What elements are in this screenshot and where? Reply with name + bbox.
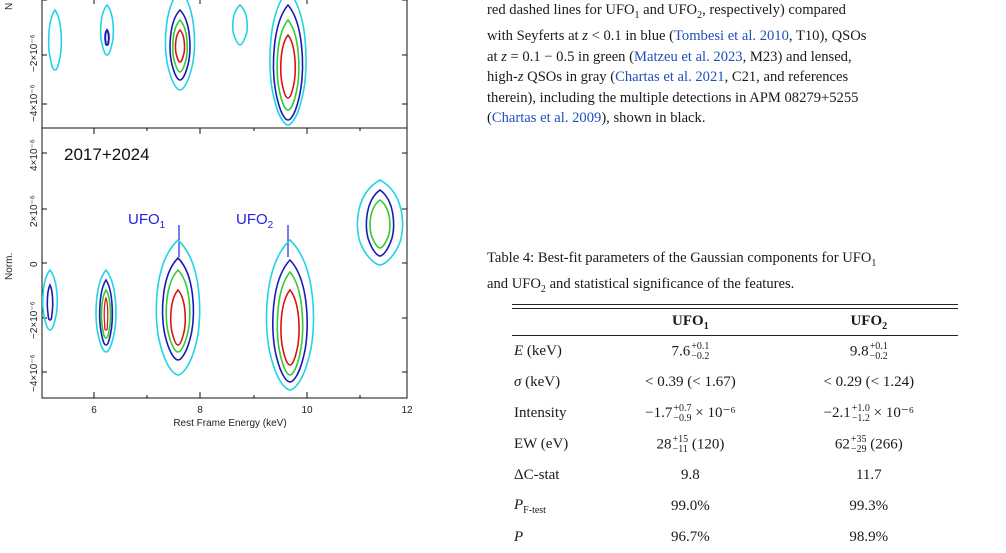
table-row: ΔC-stat 9.8 11.7 <box>512 460 958 491</box>
bottom-y-tick-5: −4×10⁻⁶ <box>29 354 40 392</box>
contour-line <box>169 8 191 81</box>
bottom-y-tick-4: −2×10⁻⁶ <box>29 301 40 339</box>
contour-line <box>98 278 114 346</box>
x-ticks <box>93 0 361 398</box>
table-row: σ (keV) < 0.39 (< 1.67) < 0.29 (< 1.24) <box>512 367 958 398</box>
contour-line <box>280 288 300 366</box>
row-label: P <box>514 529 524 545</box>
contour-figure: N −2×10⁻⁶ −4×10⁻⁶ 4×10⁻⁶ 2×10⁻⁶ 0 −2×10⁻… <box>4 0 413 429</box>
contour-line <box>272 3 304 121</box>
ufo1-label: UFO1 <box>128 211 166 231</box>
row-label: E (keV) <box>514 343 562 359</box>
contour-line <box>170 288 186 346</box>
bottom-panel-frame <box>41 127 408 399</box>
cell: 99.3% <box>849 498 889 514</box>
top-y-label: N <box>4 3 15 10</box>
contour-line <box>265 238 315 391</box>
contour-line <box>276 270 304 376</box>
row-label: σ (keV) <box>514 374 561 390</box>
contour-line <box>95 268 117 353</box>
contour-line <box>276 18 300 111</box>
table-top-rule <box>512 304 958 309</box>
ufo2-label: UFO2 <box>236 211 274 231</box>
paragraph: red dashed lines for UFO1 and UFO2, resp… <box>487 2 867 127</box>
table-header-row: UFO1 UFO2 <box>512 309 958 336</box>
cell: 7.6 +0.1 −0.2 <box>671 340 710 362</box>
x-axis-label: Rest Frame Energy (keV) <box>173 418 286 429</box>
contour-line <box>365 189 395 257</box>
x-tick-8: 8 <box>197 405 203 416</box>
contour-line <box>232 3 248 46</box>
table-row: PF-test 99.0% 99.3% <box>512 491 958 522</box>
cell: 9.8 +0.1 −0.2 <box>849 340 888 362</box>
top-y-tick-1: −2×10⁻⁶ <box>29 34 40 72</box>
cell: 96.7% <box>671 529 710 545</box>
citation-link-matzeu[interactable]: Matzeu et al. 2023 <box>633 48 743 65</box>
contour-line <box>369 199 391 249</box>
contour-group <box>42 0 404 391</box>
table-row: E (keV) 7.6 +0.1 −0.2 9.8 +0.1 −0.2 <box>512 336 958 368</box>
cell: 98.9% <box>849 529 889 545</box>
row-label: EW (eV) <box>514 436 569 452</box>
contour-line <box>104 28 110 47</box>
row-label: ΔC-stat <box>514 467 560 483</box>
contour-line <box>100 288 112 339</box>
table-row: Intensity −1.7 +0.7 −0.9 × 10⁻⁶ −2.1 +1.0 −1… <box>512 398 958 429</box>
cell: 62 +35 −29 (266) <box>834 433 903 455</box>
contour-line <box>269 0 307 126</box>
bottom-y-tick-2: 2×10⁻⁶ <box>29 195 40 227</box>
body-text: red dashed lines for UFO1 and UFO2, resp… <box>487 0 987 129</box>
cell: < 0.39 (< 1.67) <box>645 374 736 390</box>
bottom-y-label: Norm. <box>4 253 15 280</box>
results-table: UFO1 UFO2 E (keV) 7.6 +0.1 −0.2 9.8 +0.1 −0.… <box>512 304 958 553</box>
cell: −2.1 +1.0 −1.2 × 10⁻⁶ <box>823 402 915 424</box>
bottom-y-tick-3: 0 <box>29 261 40 267</box>
contour-line <box>165 268 191 353</box>
contour-line <box>99 3 115 56</box>
citation-link-chartas-2021[interactable]: Chartas et al. 2021 <box>615 69 725 86</box>
cell: 99.0% <box>671 498 710 514</box>
bottom-y-ticks <box>42 152 407 373</box>
contour-line <box>174 28 186 63</box>
header-ufo1: UFO1 <box>601 309 780 336</box>
header-ufo2: UFO2 <box>779 309 958 336</box>
contour-line <box>46 283 54 321</box>
x-tick-10: 10 <box>301 405 313 416</box>
top-y-ticks <box>42 0 407 105</box>
table-row: EW (eV) 28 +15 −11 (120) 62 +35 −29 (266) <box>512 429 958 460</box>
contour-line <box>164 0 196 91</box>
citation-link-tombesi[interactable]: Tombesi et al. 2010 <box>674 28 789 45</box>
contour-line <box>272 258 308 383</box>
table-row: P 96.7% 98.9% <box>512 522 958 553</box>
x-tick-12: 12 <box>401 405 413 416</box>
header-blank <box>512 309 602 336</box>
x-tick-6: 6 <box>91 405 97 416</box>
row-label: Intensity <box>514 405 567 421</box>
contour-line <box>172 18 188 73</box>
contour-line <box>161 256 195 361</box>
contour-line <box>103 296 109 331</box>
cell: −1.7 +0.7 −0.9 × 10⁻⁶ <box>645 402 736 424</box>
contour-line <box>42 268 58 331</box>
contour-line <box>356 179 404 266</box>
top-y-tick-2: −4×10⁻⁶ <box>29 84 40 122</box>
bottom-y-tick-1: 4×10⁻⁶ <box>29 139 40 171</box>
cell: < 0.29 (< 1.24) <box>823 374 915 390</box>
table-caption: Table 4: Best-fit parameters of the Gaus… <box>487 250 877 295</box>
citation-link-chartas-2009[interactable]: Chartas et al. 2009 <box>491 110 602 127</box>
contour-line <box>280 33 296 99</box>
cell: 28 +15 −11 (120) <box>656 433 725 455</box>
row-label: PF-test <box>514 497 546 516</box>
top-panel-frame <box>41 0 408 129</box>
cell: 9.8 <box>681 467 700 483</box>
contour-line <box>155 238 201 376</box>
cell: 11.7 <box>855 467 882 483</box>
panel-label-2017-2024: 2017+2024 <box>64 145 150 164</box>
contour-line <box>47 8 63 71</box>
